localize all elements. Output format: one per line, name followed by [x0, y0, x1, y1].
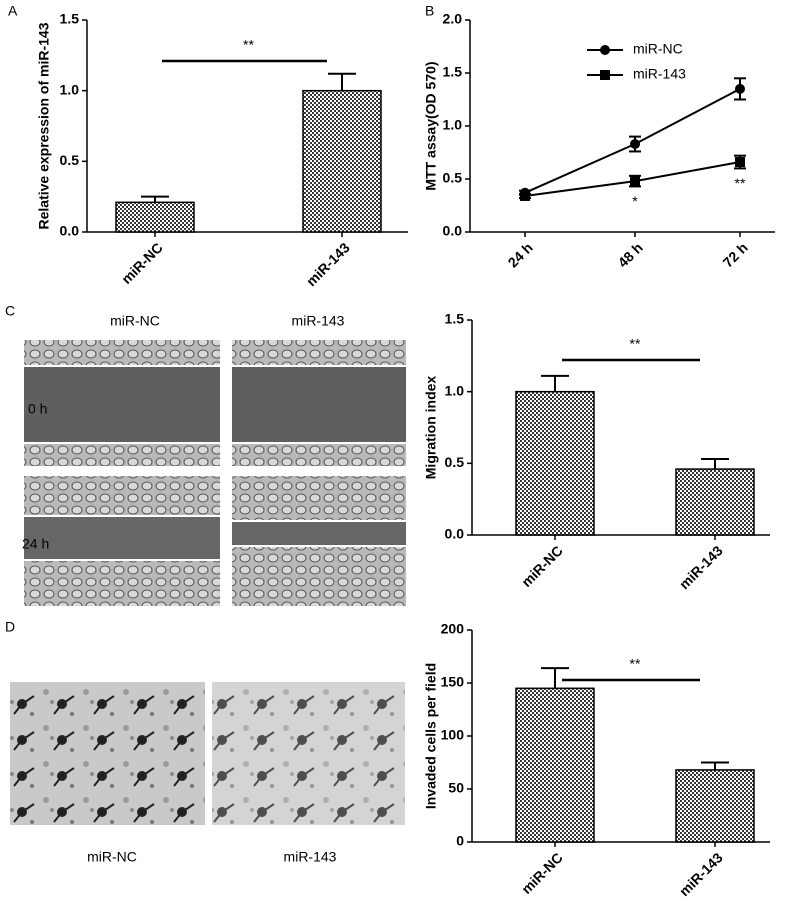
- y-tick-label: 150: [441, 674, 465, 690]
- marker: [735, 157, 745, 168]
- image-column-label: miR-143: [292, 313, 345, 329]
- y-tick-label: 100: [441, 727, 465, 743]
- bar: [302, 89, 382, 233]
- bar: [515, 687, 595, 843]
- legend-label: miR-NC: [633, 41, 683, 57]
- legend-marker: [600, 45, 610, 55]
- significance-label: **: [630, 336, 641, 352]
- marker: [630, 139, 640, 150]
- legend-marker: [600, 70, 610, 80]
- y-axis-label: Invaded cells per field: [423, 663, 439, 809]
- y-tick-label: 1.5: [443, 64, 463, 80]
- marker: [630, 176, 640, 187]
- y-tick-label: 0.5: [445, 454, 465, 470]
- bar: [675, 769, 755, 843]
- significance-label: **: [630, 656, 641, 672]
- significance-label: **: [243, 37, 254, 53]
- panel-letter: D: [5, 619, 15, 635]
- image-label: miR-143: [284, 849, 337, 865]
- image-column-label: miR-NC: [110, 313, 160, 329]
- x-tick-label: 48 h: [615, 239, 646, 270]
- marker: [735, 83, 745, 94]
- x-tick-label: 24 h: [505, 239, 536, 270]
- y-tick-label: 1.0: [60, 81, 80, 97]
- x-tick-label: miR-NC: [518, 849, 566, 897]
- y-tick-label: 2.0: [443, 11, 463, 27]
- invasion-images: [10, 682, 405, 825]
- image-row-label: 24 h: [22, 536, 49, 552]
- y-tick-label: 200: [441, 621, 465, 637]
- y-tick-label: 1.0: [443, 117, 463, 133]
- panel-letter: A: [8, 3, 18, 19]
- image-label: miR-NC: [87, 849, 137, 865]
- y-tick-label: 1.5: [445, 311, 465, 327]
- y-tick-label: 0: [456, 833, 464, 849]
- wound-images: [24, 340, 406, 606]
- bar: [515, 390, 595, 536]
- y-axis-label: Relative expression of miR-143: [36, 22, 52, 229]
- y-tick-label: 1.5: [60, 11, 80, 27]
- y-tick-label: 0.5: [443, 170, 463, 186]
- significance-label: *: [632, 193, 638, 209]
- x-tick-label: 72 h: [720, 239, 751, 270]
- y-axis-label: Migration index: [423, 376, 439, 480]
- y-tick-label: 0.0: [443, 223, 463, 239]
- x-tick-label: miR-143: [676, 849, 726, 899]
- bar: [115, 201, 195, 233]
- marker: [520, 190, 530, 201]
- x-tick-label: miR-NC: [118, 239, 166, 287]
- image-row-label: 0 h: [28, 401, 47, 417]
- panel-letter: C: [5, 303, 15, 319]
- y-tick-label: 1.0: [445, 382, 465, 398]
- bar: [675, 468, 755, 536]
- x-tick-label: miR-143: [303, 239, 353, 289]
- y-tick-label: 50: [448, 780, 464, 796]
- y-axis-label: MTT assay(OD 570): [423, 61, 439, 190]
- panel-letter: B: [425, 3, 434, 19]
- y-tick-label: 0.0: [445, 526, 465, 542]
- legend-label: miR-143: [633, 66, 686, 82]
- significance-label: **: [735, 175, 746, 191]
- y-tick-label: 0.5: [60, 152, 80, 168]
- x-tick-label: miR-143: [676, 542, 726, 592]
- y-tick-label: 0.0: [60, 223, 80, 239]
- x-tick-label: miR-NC: [518, 542, 566, 590]
